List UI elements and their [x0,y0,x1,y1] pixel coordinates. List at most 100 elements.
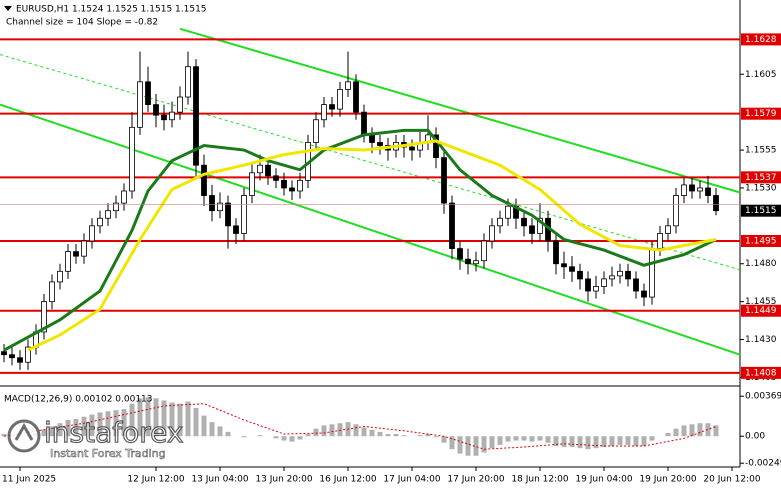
level-label-bg [741,107,781,120]
x-tick-label: 19 Jun 20:00 [639,475,696,485]
candle-body [641,290,647,298]
macd-bar [337,423,343,437]
candle-body [137,81,143,128]
moving-average [27,139,717,352]
candle-body [225,202,231,227]
macd-bar [433,436,439,438]
watermark-text: instaforex [44,416,183,449]
macd-bar [321,425,327,437]
macd-bar [649,436,655,441]
macd-bar [617,436,623,445]
candle-body [217,202,223,212]
macd-bar [289,436,295,442]
channel-upper [179,27,741,194]
macd-bar [529,436,535,442]
macd-bar [505,436,511,442]
macd-bar [369,429,375,437]
x-tick-label: 13 Jun 04:00 [191,475,248,485]
candle-body [57,270,63,283]
level-label-bg [741,33,781,46]
level-label: 1.1408 [745,368,777,378]
macd-bar [641,436,647,446]
macd-bar [41,429,47,437]
candle-body [521,217,527,227]
candle-body [601,278,607,287]
macd-bar [553,436,559,446]
candle-body [705,187,711,196]
symbol-header: EURUSD,H1 1.1524 1.1525 1.1515 1.1515 [16,5,207,15]
candle-body [441,157,447,204]
candle-body [17,357,23,363]
macd-header: MACD(12,26,9) 0.00102 0.00113 [4,395,153,405]
candle-body [265,164,271,177]
macd-bar [681,425,687,437]
macd-bar [201,415,207,437]
macd-bar [121,409,127,437]
y-tick-label: 1.1530 [745,183,777,193]
candle-body [697,187,703,192]
macd-bar [225,431,231,437]
macd-bar [137,398,143,437]
macd-bar [361,427,367,437]
macd-bar [105,411,111,437]
x-tick-label: 11 Jun 2025 [2,475,56,485]
candle-body [473,260,479,265]
candle-body [649,248,655,298]
level-label-bg [741,235,781,248]
candle-body [65,251,71,272]
candle-body [1,351,7,356]
macd-bar [113,410,119,437]
macd-bar [57,423,63,437]
y-tick-label: 1.1555 [745,146,777,156]
candle-body [665,225,671,234]
macd-bar [377,431,383,437]
logo [7,419,41,453]
macd-bar [177,403,183,437]
candle-body [577,270,583,280]
macd-bar [401,435,407,437]
candle-body [289,187,295,192]
macd-bar [697,423,703,437]
candle-body [281,179,287,189]
macd-bar [713,425,719,437]
macd-bar [89,414,95,437]
candle-body [321,104,327,121]
macd-bar [473,436,479,456]
watermark: instaforex Instant Forex Trading [7,415,184,460]
macd-bar [465,436,471,456]
candle-body [41,301,47,333]
frame [0,0,741,468]
macd-signal [3,403,717,450]
macd-bar [585,436,591,450]
macd-bar [257,435,263,437]
candle-body [329,104,335,110]
current-price-label: 1.1515 [745,206,777,216]
candle-body [193,66,199,166]
candle-body [497,217,503,227]
channel-middle [0,54,741,271]
level-label: 1.1495 [745,237,777,247]
macd-bar [625,436,631,445]
candle-body [505,205,511,219]
candle-body [233,225,239,234]
macd-bar [209,422,215,437]
candle-body [481,240,487,262]
macd-bar [489,436,495,449]
candle-body [313,119,319,143]
candle-body [561,263,567,268]
level-label: 1.1449 [745,306,777,316]
macd-bar [425,434,431,437]
candle-body [201,164,207,196]
x-tick-label: 20 Jun 12:00 [703,475,760,485]
macd-bar [145,397,151,437]
macd-bar [385,434,391,437]
logo-mark [14,422,34,441]
macd-bar [153,398,159,437]
candle-body [409,146,415,151]
candle-body [593,286,599,292]
channel-header: Channel size = 104 Slope = -0.82 [6,18,158,28]
candle-body [297,179,303,192]
candle-body [377,142,383,146]
candle-body [585,278,591,292]
